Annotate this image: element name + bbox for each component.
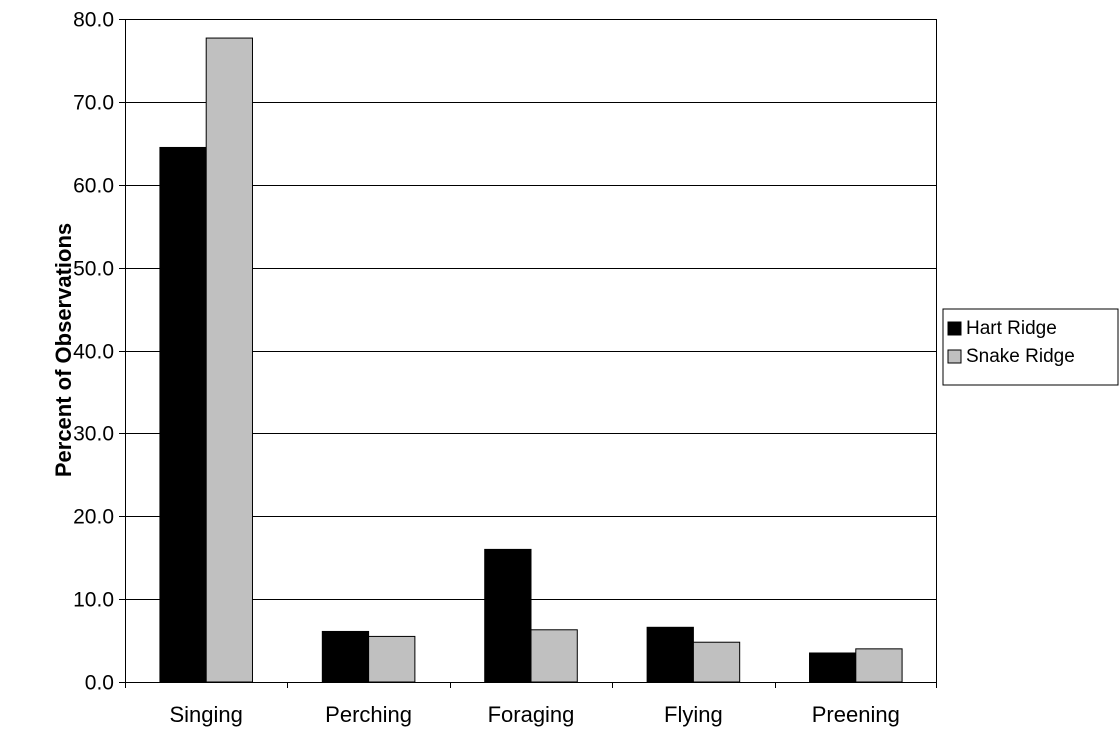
bar-snake-ridge-foraging [530, 629, 578, 683]
y-tick-label: 50.0 [73, 258, 114, 281]
legend-swatch [947, 349, 962, 364]
bar-hart-ridge-perching [321, 630, 370, 683]
x-category-label: Singing [170, 702, 243, 727]
legend-swatch [947, 321, 962, 336]
bar-hart-ridge-preening [809, 652, 857, 683]
y-tick-label: 0.0 [85, 672, 114, 695]
bar-snake-ridge-preening [855, 648, 903, 683]
bars [159, 37, 903, 683]
y-tick-label: 70.0 [73, 92, 114, 115]
bar-snake-ridge-flying [692, 641, 741, 683]
x-category-label: Foraging [488, 702, 575, 727]
legend-box [942, 308, 1119, 386]
y-tick-label: 20.0 [73, 506, 114, 529]
y-tick-label: 60.0 [73, 175, 114, 198]
bar-snake-ridge-singing [205, 37, 253, 683]
y-tick-label: 80.0 [73, 9, 114, 32]
legend-label: Hart Ridge [966, 318, 1057, 339]
gridlines [125, 19, 937, 600]
axes [119, 19, 937, 688]
axis-labels: 0.0 10.0 20.0 30.0 40.0 50.0 60.0 70.0 80.0 Singi… [73, 9, 900, 728]
y-tick-label: 10.0 [73, 589, 114, 612]
legend-label: Snake Ridge [966, 346, 1075, 367]
bar-hart-ridge-foraging [484, 548, 532, 683]
y-tick-label: 40.0 [73, 341, 114, 364]
legend: Hart Ridge Snake Ridge [942, 308, 1119, 386]
bar-snake-ridge-perching [368, 635, 416, 683]
y-tick-label: 30.0 [73, 423, 114, 446]
x-category-label: Preening [812, 702, 900, 727]
bar-hart-ridge-flying [646, 626, 694, 683]
bar-hart-ridge-singing [159, 146, 207, 683]
x-category-label: Perching [325, 702, 412, 727]
y-axis-title: Percent of Observations [51, 223, 76, 477]
x-category-label: Flying [664, 702, 723, 727]
